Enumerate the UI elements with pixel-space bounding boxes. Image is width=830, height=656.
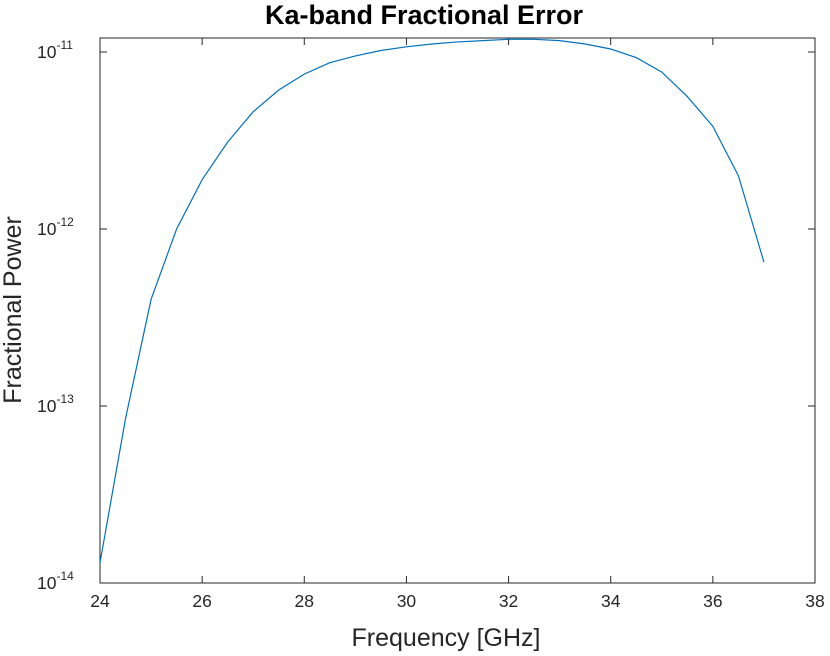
series-layer (99, 38, 765, 563)
x-axis-label: Frequency [GHz] (352, 624, 541, 652)
x-tick-label: 26 (192, 591, 211, 611)
y-tick-exponent: -11 (56, 38, 73, 52)
y-tick-base: 10 (37, 396, 57, 416)
series-line-0 (99, 38, 765, 563)
x-tick-label: 30 (397, 591, 417, 611)
y-tick-base: 10 (37, 573, 57, 593)
chart-title: Ka-band Fractional Error (265, 0, 584, 30)
y-tick-label: 10-14 (37, 569, 74, 593)
y-tick-label: 10-12 (37, 215, 74, 239)
y-axis-label: Fractional Power (0, 216, 27, 404)
x-tick-label: 34 (601, 591, 621, 611)
x-tick-label: 24 (90, 591, 110, 611)
x-tick-label: 36 (703, 591, 722, 611)
x-tick-label: 38 (805, 591, 824, 611)
y-tick-label: 10-13 (37, 392, 74, 416)
y-tick-base: 10 (37, 42, 57, 62)
y-tick-exponent: -14 (56, 569, 74, 583)
x-tick-label: 28 (295, 591, 314, 611)
y-tick-exponent: -12 (56, 215, 74, 229)
y-tick-label: 10-11 (37, 38, 73, 62)
x-axis-ticks: 24 26 28 30 32 34 36 38 (90, 38, 825, 611)
axes-box (99, 37, 816, 584)
y-tick-base: 10 (37, 219, 57, 239)
x-tick-label: 32 (499, 591, 518, 611)
y-tick-exponent: -13 (56, 392, 74, 406)
